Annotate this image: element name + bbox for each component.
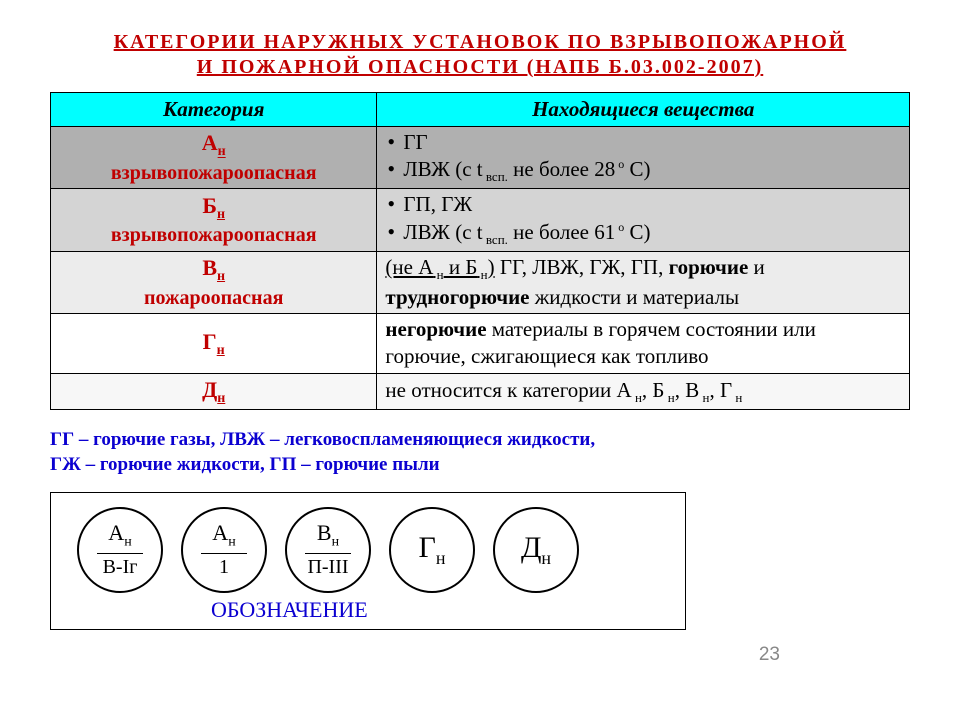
bullet-item: ГГ xyxy=(385,129,901,156)
cat-sub: н xyxy=(217,391,225,406)
bullet-item: ГП, ГЖ xyxy=(385,191,901,218)
table-row: Дн не относится к категории А н, Б н, В … xyxy=(51,373,910,410)
notation-label: ОБОЗНАЧЕНИЕ xyxy=(71,597,665,623)
title-line-1: КАТЕГОРИИ НАРУЖНЫХ УСТАНОВОК ПО ВЗРЫВОПО… xyxy=(114,31,847,53)
table-row: Гн негорючие материалы в горячем состоян… xyxy=(51,314,910,374)
cat-letter: Д xyxy=(202,377,217,402)
notation-circle: Гн xyxy=(389,507,475,593)
desc-cell: (не А н и Б н) ГГ, ЛВЖ, ГЖ, ГП, горючие … xyxy=(377,251,910,313)
cat-sub: н xyxy=(217,207,225,222)
notation-box: АнВ-IгАн1ВнП-IIIГнДн ОБОЗНАЧЕНИЕ xyxy=(50,492,686,630)
legend-text: ГГ – горючие газы, ЛВЖ – легковоспламеня… xyxy=(50,428,910,477)
cat-letter: Г xyxy=(203,329,217,354)
legend-line-2: ГЖ – горючие жидкости, ГП – горючие пыли xyxy=(50,454,440,475)
table-row: Ан взрывопожароопасная ГГ ЛВЖ (с t всп. … xyxy=(51,127,910,189)
desc-cell: не относится к категории А н, Б н, В н, … xyxy=(377,373,910,410)
notation-circle: ВнП-III xyxy=(285,507,371,593)
cat-word: пожароопасная xyxy=(59,286,368,311)
page-title: КАТЕГОРИИ НАРУЖНЫХ УСТАНОВОК ПО ВЗРЫВОПО… xyxy=(50,30,910,80)
cat-letter: А xyxy=(202,130,218,155)
cat-word: взрывопожароопасная xyxy=(59,223,368,248)
cat-word: взрывопожароопасная xyxy=(59,161,368,186)
cat-sub: н xyxy=(218,145,226,160)
cat-sub: н xyxy=(217,343,225,358)
categories-table: Категория Находящиеся вещества Ан взрыво… xyxy=(50,92,910,410)
cat-sub: н xyxy=(217,269,225,284)
page-number: 23 xyxy=(759,644,780,666)
table-row: Вн пожароопасная (не А н и Б н) ГГ, ЛВЖ,… xyxy=(51,251,910,313)
table-row: Бн взрывопожароопасная ГП, ГЖ ЛВЖ (с t в… xyxy=(51,189,910,251)
circles-row: АнВ-IгАн1ВнП-IIIГнДн xyxy=(71,507,665,593)
bullet-item: ЛВЖ (с t всп. не более 61 о С) xyxy=(385,219,901,249)
notation-circle: Ан1 xyxy=(181,507,267,593)
header-category: Категория xyxy=(51,93,377,127)
title-line-2: И ПОЖАРНОЙ ОПАСНОСТИ (НАПБ Б.03.002-2007… xyxy=(197,56,763,78)
cat-letter: Б xyxy=(202,193,217,218)
cat-letter: В xyxy=(202,255,217,280)
legend-line-1: ГГ – горючие газы, ЛВЖ – легковоспламеня… xyxy=(50,429,595,450)
header-substances: Находящиеся вещества xyxy=(377,93,910,127)
bullet-item: ЛВЖ (с t всп. не более 28 о С) xyxy=(385,156,901,186)
desc-cell: негорючие материалы в горячем состоянии … xyxy=(377,314,910,374)
notation-circle: Дн xyxy=(493,507,579,593)
notation-circle: АнВ-Iг xyxy=(77,507,163,593)
